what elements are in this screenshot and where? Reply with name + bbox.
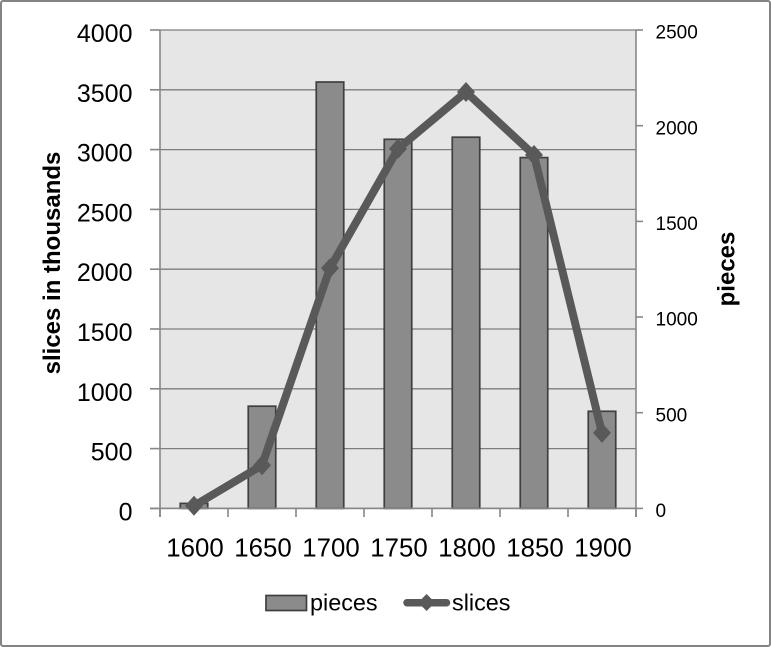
svg-text:1500: 1500: [77, 319, 133, 347]
svg-text:1600: 1600: [166, 535, 223, 563]
svg-text:1650: 1650: [234, 535, 291, 563]
svg-text:2500: 2500: [656, 23, 698, 44]
svg-text:500: 500: [91, 439, 133, 467]
svg-text:pieces: pieces: [714, 232, 741, 307]
svg-text:3000: 3000: [77, 140, 133, 168]
svg-text:1800: 1800: [438, 535, 495, 563]
svg-text:2000: 2000: [77, 259, 133, 287]
svg-text:slices: slices: [452, 590, 511, 616]
svg-text:0: 0: [656, 501, 667, 522]
svg-text:2500: 2500: [77, 199, 133, 227]
svg-text:slices in thousands: slices in thousands: [39, 152, 66, 375]
svg-text:1900: 1900: [574, 535, 631, 563]
svg-text:1000: 1000: [77, 379, 133, 407]
svg-text:1850: 1850: [506, 535, 563, 563]
svg-text:3500: 3500: [77, 80, 133, 108]
svg-text:4000: 4000: [77, 20, 133, 48]
svg-text:1000: 1000: [656, 310, 698, 331]
svg-text:1750: 1750: [370, 535, 427, 563]
svg-text:1500: 1500: [656, 214, 698, 235]
svg-text:0: 0: [119, 498, 133, 526]
svg-text:500: 500: [656, 405, 688, 426]
svg-text:2000: 2000: [656, 118, 698, 139]
svg-text:pieces: pieces: [310, 590, 378, 616]
svg-text:1700: 1700: [302, 535, 359, 563]
